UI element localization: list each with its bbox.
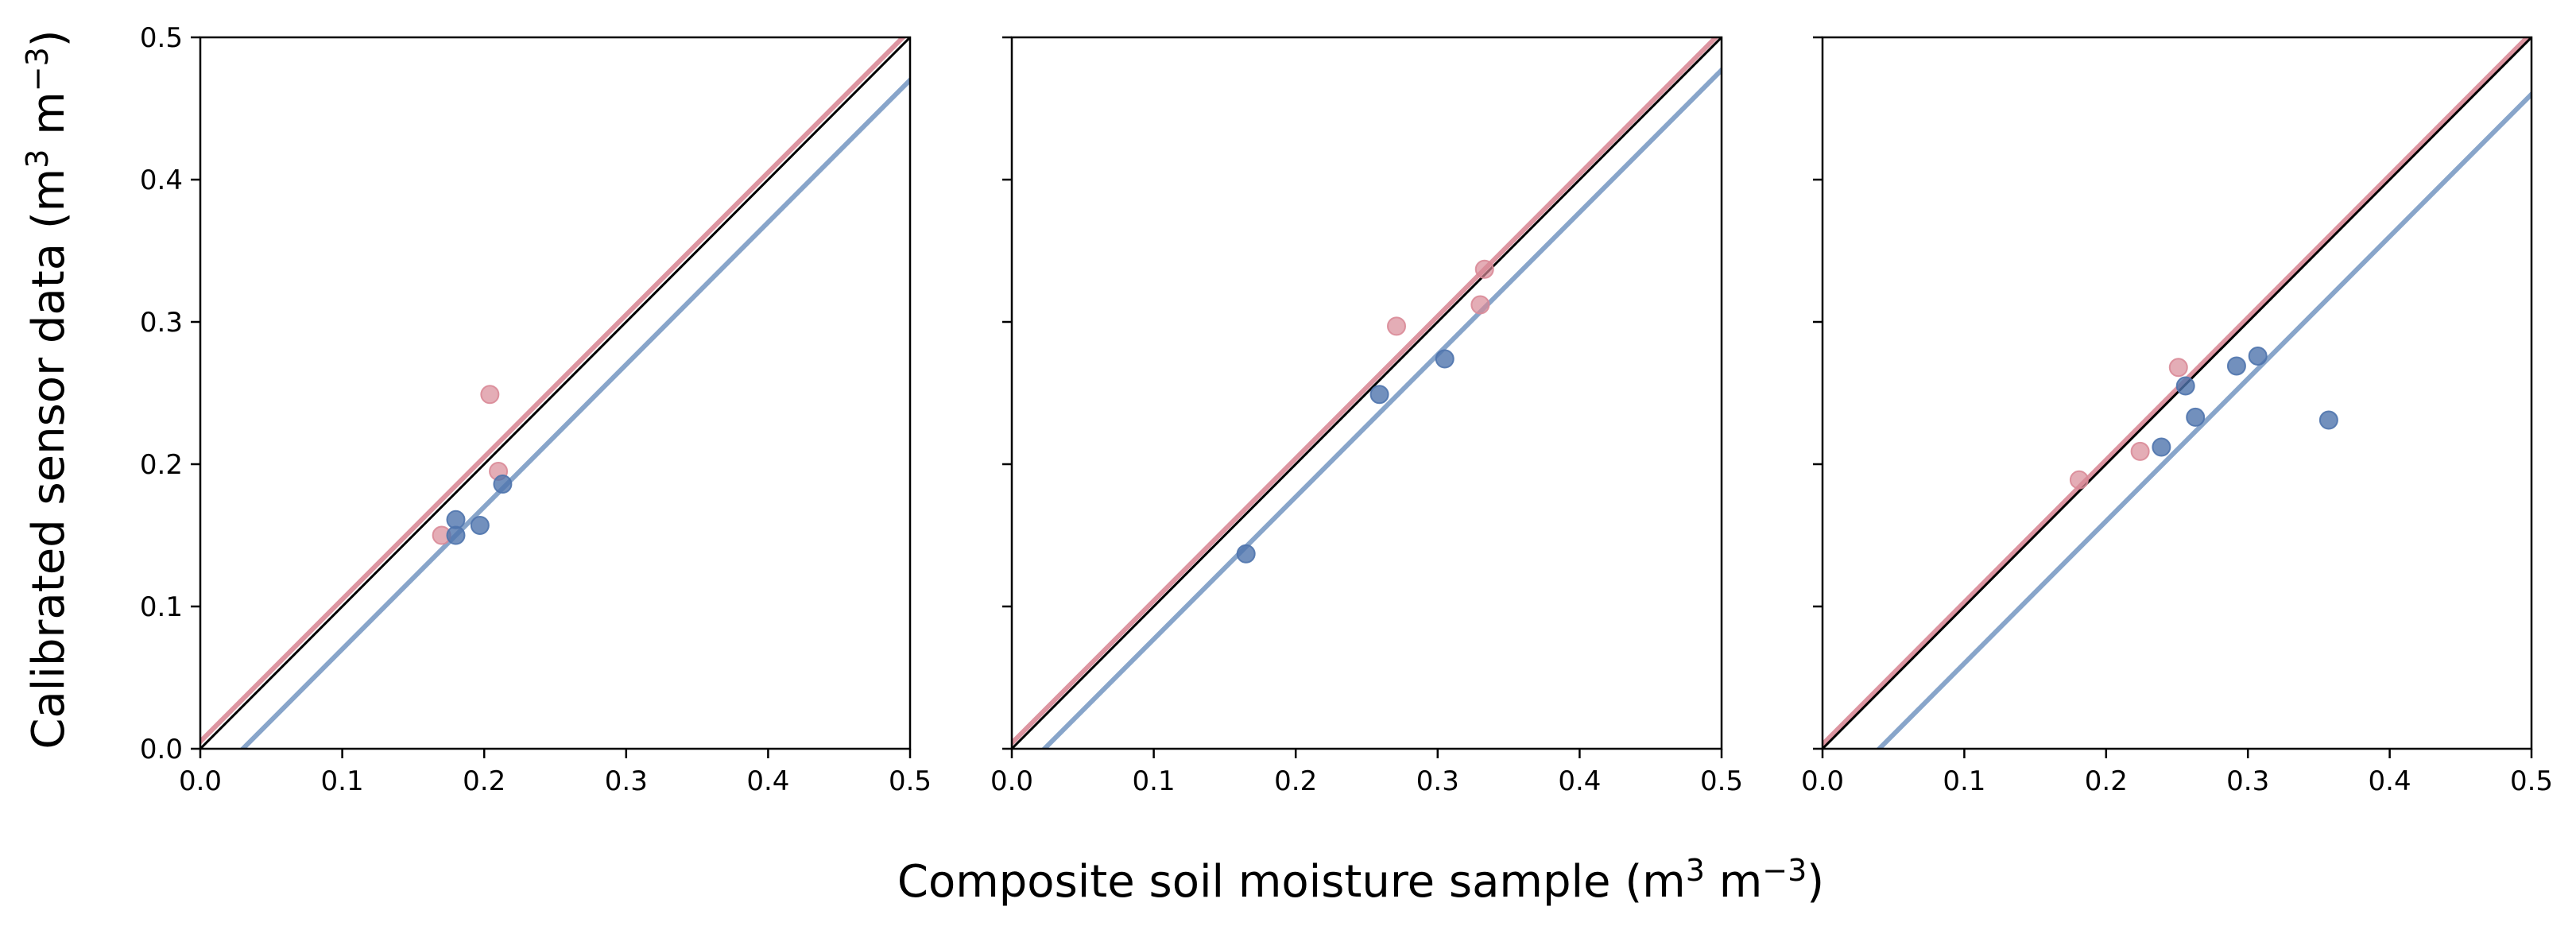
- x-tick-label: 0.2: [2085, 765, 2128, 797]
- blue-point: [1236, 544, 1256, 564]
- panels: 0.0 0.1 0.2 0.3 0.4 0.50.00.10.20.30.40.50.0 0…: [140, 22, 2553, 797]
- pink-fit-line: [200, 37, 907, 746]
- panel-1: 0.0 0.1 0.2 0.3 0.4 0.5 0.0 0.1 0.2 0.3 0.4 0.5: [140, 22, 932, 797]
- pink-fit-line: [1012, 37, 1720, 747]
- blue-fit-line: [239, 76, 910, 749]
- pink-point: [1470, 295, 1490, 315]
- identity-line: [1012, 37, 1722, 749]
- x-tick-label: 0.2: [1274, 765, 1317, 797]
- blue-point: [470, 515, 490, 535]
- x-tick-label: 0.0: [179, 765, 222, 797]
- x-tick-label: 0.1: [1133, 765, 1176, 797]
- blue-fit-line: [1876, 91, 2531, 749]
- blue-point: [1369, 385, 1389, 405]
- pink-point: [480, 385, 500, 405]
- y-tick-label: 0.1: [140, 591, 183, 623]
- blue-point: [2248, 346, 2268, 366]
- pink-point: [2130, 441, 2150, 461]
- x-tick-label: 0.3: [1416, 765, 1459, 797]
- x-tick-label: 0.3: [605, 765, 648, 797]
- plot-area: [1012, 37, 1722, 749]
- blue-point: [2318, 410, 2338, 430]
- blue-point: [2226, 356, 2246, 376]
- y-tick-label: 0.4: [140, 165, 183, 196]
- blue-point: [446, 525, 466, 545]
- blue-point: [2152, 437, 2171, 457]
- blue-point: [1435, 349, 1455, 369]
- x-axis-title: Composite soil moisture sample (m3 m−3): [897, 853, 1824, 908]
- y-tick-label: 0.5: [140, 22, 183, 54]
- x-tick-label: 0.4: [1558, 765, 1601, 797]
- pink-point: [2168, 358, 2188, 378]
- pink-point: [1474, 259, 1494, 279]
- x-tick-label: 0.1: [1943, 765, 1985, 797]
- x-tick-label: 0.4: [2369, 765, 2411, 797]
- pink-point: [2069, 470, 2089, 490]
- identity-line: [200, 37, 910, 749]
- axes-frame: [1010, 36, 1723, 750]
- pink-point: [1387, 316, 1407, 336]
- plot-area: [1823, 37, 2531, 749]
- x-tick-label: 0.4: [746, 765, 789, 797]
- blue-point: [2175, 376, 2195, 396]
- x-tick-label: 0.5: [1700, 765, 1743, 797]
- axes-frame: [199, 36, 912, 750]
- y-tick-label: 0.3: [140, 307, 183, 339]
- y-tick-label: 0.2: [140, 449, 183, 481]
- x-tick-label: 0.0: [1801, 765, 1844, 797]
- y-axis-title: Calibrated sensor data (m3 m−3): [20, 29, 75, 749]
- plot-area: [200, 37, 910, 749]
- blue-point: [493, 475, 513, 494]
- x-tick-label: 0.5: [2510, 765, 2553, 797]
- x-tick-label: 0.3: [2226, 765, 2269, 797]
- x-tick-label: 0.5: [889, 765, 932, 797]
- x-tick-label: 0.0: [990, 765, 1033, 797]
- x-tick-label: 0.1: [321, 765, 364, 797]
- panel-3: 0.0 0.1 0.2 0.3 0.4 0.5: [1801, 36, 2553, 797]
- x-tick-label: 0.2: [463, 765, 506, 797]
- axes-frame: [1821, 36, 2533, 750]
- panel-2: 0.0 0.1 0.2 0.3 0.4 0.5: [990, 36, 1743, 797]
- blue-point: [2186, 407, 2206, 427]
- blue-fit-line: [1040, 66, 1722, 749]
- y-tick-label: 0.0: [140, 734, 183, 765]
- identity-line: [1823, 37, 2531, 749]
